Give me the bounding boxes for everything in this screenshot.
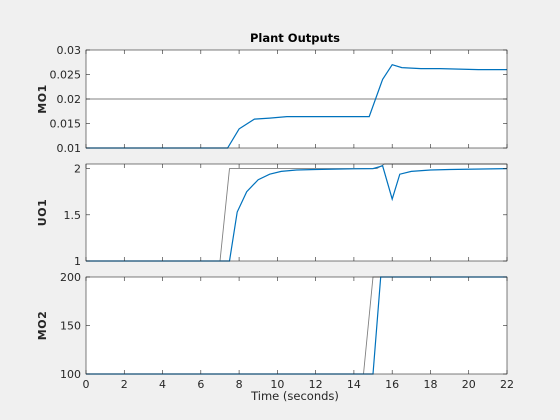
x-tick-label: 16 (385, 378, 399, 391)
chart-title: Plant Outputs (250, 31, 340, 45)
x-tick-label: 10 (270, 378, 284, 391)
y-tick-label: 0.015 (50, 118, 82, 131)
y-tick-label: 150 (60, 320, 81, 333)
x-tick-label: 22 (500, 378, 514, 391)
y-axis-label: UO1 (36, 199, 49, 226)
x-axis-label: Time (seconds) (250, 389, 339, 403)
y-axis-label: MO1 (36, 84, 49, 113)
y-tick-label: 1 (74, 255, 81, 268)
x-tick-label: 8 (236, 378, 243, 391)
y-axis-label: MO2 (36, 311, 49, 340)
y-tick-label: 200 (60, 271, 81, 284)
x-tick-label: 0 (83, 378, 90, 391)
subplot-mo2: 100 150 200 0 2 4 6 8 10 12 14 16 18 20 22 MO2 (36, 271, 514, 391)
x-tick-label: 14 (347, 378, 361, 391)
y-tick-label: 100 (60, 368, 81, 381)
x-tick-label: 2 (121, 378, 128, 391)
series-group (86, 63, 507, 149)
y-tick-label: 2 (74, 163, 81, 176)
y-tick-label: 0.03 (57, 44, 82, 57)
y-tick-label: 1.5 (64, 209, 82, 222)
y-tick-label: 0.025 (50, 69, 82, 82)
output-series-line (86, 63, 507, 149)
subplot-mo1: 0.01 0.015 0.02 0.025 0.03 MO1 (36, 44, 508, 155)
x-tick-label: 4 (159, 378, 166, 391)
y-tick-label: 0.01 (57, 142, 82, 155)
subplot-uo1: 1 1.5 2 UO1 (36, 163, 508, 268)
x-tick-label: 20 (462, 378, 476, 391)
x-tick-label: 18 (423, 378, 437, 391)
output-series-line (86, 165, 507, 262)
subplots-group: 0.010.0150.020.0250.03MO111.52UO11001502… (36, 44, 514, 391)
y-tick-label: 0.02 (57, 93, 82, 106)
x-tick-label: 6 (197, 378, 204, 391)
plot-area (86, 277, 507, 374)
plot-area (86, 164, 507, 261)
x-tick-label: 12 (309, 378, 323, 391)
axes-frame (85, 163, 508, 262)
